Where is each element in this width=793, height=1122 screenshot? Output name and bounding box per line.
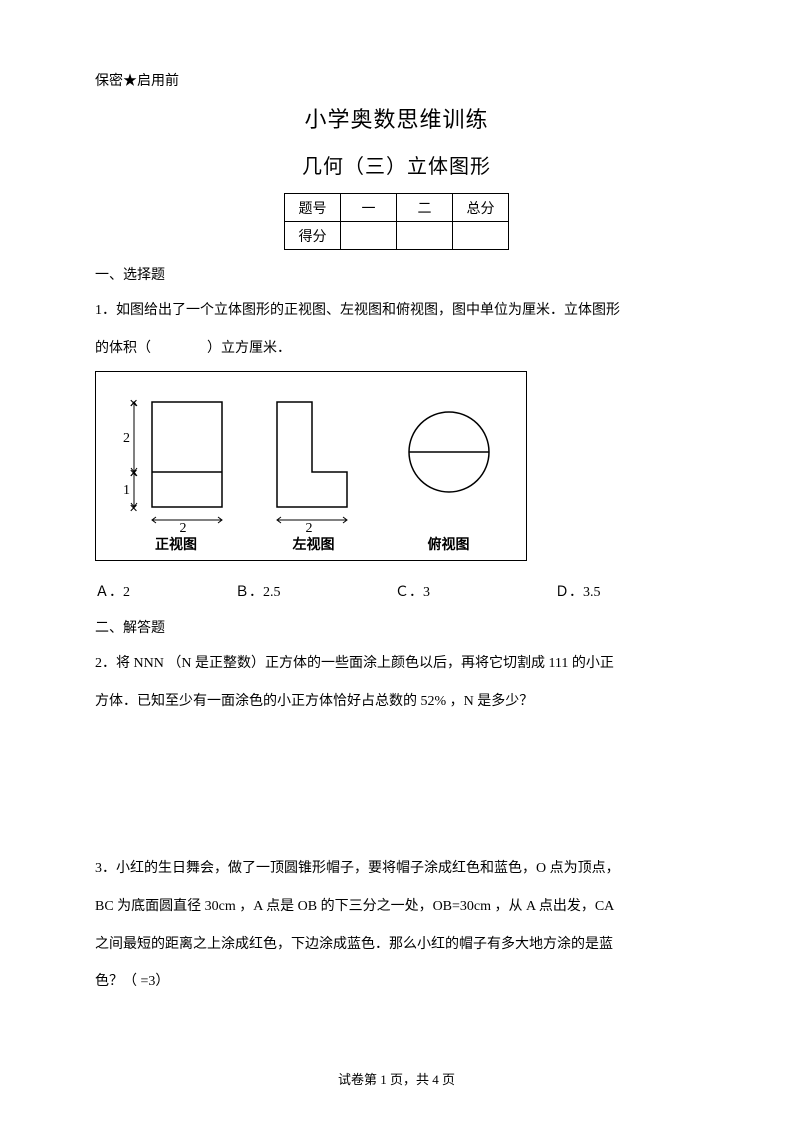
blank-space	[95, 722, 698, 852]
score-cell	[397, 222, 453, 250]
top-view-block: 俯视图	[394, 392, 504, 554]
top-view-svg	[394, 392, 504, 532]
option-a: Ａ．2	[95, 581, 235, 601]
svg-text:✕: ✕	[129, 398, 138, 410]
score-cell	[341, 222, 397, 250]
left-view-svg: 2	[259, 392, 369, 532]
q3-line2: BC 为底面圆直径 30cm ，A 点是 OB 的下三分之一处，OB=30cm …	[95, 890, 698, 924]
option-c: Ｃ．3	[395, 581, 555, 601]
score-header-cell: 总分	[453, 194, 509, 222]
figure-container: 2 1 ✕ ✕ ✕ 2 正视图 2 左视图 俯	[95, 371, 527, 561]
q1-text-line1: 1．如图给出了一个立体图形的正视图、左视图和俯视图，图中单位为厘米．立体图形	[95, 294, 698, 328]
q3-line3: 之间最短的距离之上涂成红色，下边涂成蓝色．那么小红的帽子有多大地方涂的是蓝	[95, 928, 698, 962]
score-row2-label: 得分	[285, 222, 341, 250]
q1-text-line2: 的体积（ ）立方厘米．	[95, 332, 698, 366]
dim-label: 2	[123, 431, 130, 446]
front-view-caption: 正视图	[155, 534, 197, 554]
page-title: 小学奥数思维训练	[95, 102, 698, 134]
left-view-caption: 左视图	[293, 534, 335, 554]
dim-label: 2	[179, 521, 186, 532]
options-row: Ａ．2 Ｂ．2.5 Ｃ．3 Ｄ．3.5	[95, 581, 698, 601]
dim-label: 1	[123, 483, 130, 498]
q2-line2: 方体．已知至少有一面涂色的小正方体恰好占总数的 52% ，N 是多少？	[95, 685, 698, 719]
score-cell	[453, 222, 509, 250]
option-b: Ｂ．2.5	[235, 581, 395, 601]
svg-text:✕: ✕	[129, 503, 138, 515]
option-d: Ｄ．3.5	[555, 581, 675, 601]
front-view-svg: 2 1 ✕ ✕ ✕ 2	[119, 392, 234, 532]
section2-heading: 二、解答题	[95, 617, 698, 637]
q2-line1: 2．将 NNN （N 是正整数）正方体的一些面涂上颜色以后，再将它切割成 111…	[95, 647, 698, 681]
front-view-block: 2 1 ✕ ✕ ✕ 2 正视图	[119, 392, 234, 554]
page-footer: 试卷第 1 页，共 4 页	[0, 1069, 793, 1088]
top-view-caption: 俯视图	[428, 534, 470, 554]
dim-label: 2	[305, 521, 312, 532]
score-table: 题号 一 二 总分 得分	[284, 193, 509, 250]
score-header-cell: 题号	[285, 194, 341, 222]
page-subtitle: 几何（三）立体图形	[95, 150, 698, 179]
q3-line4: 色？（ =3）	[95, 965, 698, 999]
left-view-block: 2 左视图	[259, 392, 369, 554]
svg-text:✕: ✕	[129, 468, 138, 480]
confidential-label: 保密★启用前	[95, 70, 698, 90]
score-header-cell: 一	[341, 194, 397, 222]
q3-line1: 3．小红的生日舞会，做了一顶圆锥形帽子，要将帽子涂成红色和蓝色，O 点为顶点，	[95, 852, 698, 886]
score-header-cell: 二	[397, 194, 453, 222]
section1-heading: 一、选择题	[95, 264, 698, 284]
